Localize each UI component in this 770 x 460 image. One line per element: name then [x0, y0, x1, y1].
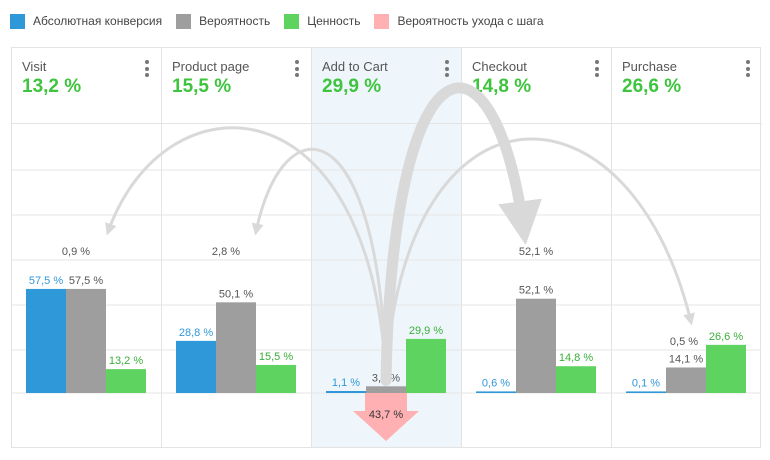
transition-arrow-to-checkout — [380, 82, 542, 386]
bar-label: 28,8 % — [179, 327, 213, 339]
step-value: 13,2 % — [22, 76, 82, 97]
transition-origin-dot — [381, 375, 391, 386]
bar-label: 29,9 % — [409, 325, 443, 337]
more-options-icon[interactable] — [445, 60, 449, 77]
legend-item-absolute-conversion[interactable]: Абсолютная конверсия — [10, 13, 163, 29]
bar-label: 50,1 % — [219, 288, 253, 300]
legend-swatch — [374, 13, 390, 29]
bar-label: 15,5 % — [259, 351, 293, 363]
step-value: 29,9 % — [322, 76, 382, 97]
legend: Абсолютная конверсия Вероятность Ценност… — [10, 12, 558, 30]
bar-checkout-series-2 — [556, 366, 596, 393]
bar-add-to-cart-series-1 — [366, 386, 406, 393]
legend-swatch — [284, 13, 300, 29]
bar-label: 13,2 % — [109, 355, 143, 367]
transition-label-visit: 0,9 % — [62, 246, 90, 258]
step-column-purchase: Purchase 26,6 % — [612, 48, 762, 447]
bar-purchase-series-1 — [666, 367, 706, 393]
step-value: 26,6 % — [622, 76, 682, 97]
bar-add-to-cart-series-0 — [326, 391, 366, 393]
legend-swatch — [176, 13, 192, 29]
legend-item-probability[interactable]: Вероятность — [176, 13, 271, 29]
bar-label: 14,1 % — [669, 353, 703, 365]
bar-label: 57,5 % — [69, 275, 103, 287]
bar-label: 1,1 % — [332, 377, 360, 389]
bar-label: 26,6 % — [709, 331, 743, 343]
more-options-icon[interactable] — [145, 60, 149, 77]
legend-item-dropoff-probability[interactable]: Вероятность ухода с шага — [374, 13, 544, 29]
step-column-checkout: Checkout 14,8 % — [462, 48, 612, 447]
step-header: Visit 13,2 % — [12, 48, 161, 124]
bar-visit-series-1 — [66, 288, 106, 393]
step-title: Checkout — [472, 59, 527, 74]
step-title: Product page — [172, 59, 250, 74]
legend-label: Вероятность — [199, 14, 271, 28]
more-options-icon[interactable] — [746, 60, 750, 77]
transition-label-purchase: 0,5 % — [670, 336, 698, 348]
bar-visit-series-2 — [106, 369, 146, 393]
bar-add-to-cart-series-2 — [406, 338, 446, 393]
bar-label: 0,6 % — [482, 377, 510, 389]
bar-checkout-series-0 — [476, 391, 516, 393]
step-title: Visit — [22, 59, 47, 74]
legend-swatch — [10, 13, 25, 29]
bar-purchase-series-2 — [706, 344, 746, 393]
transition-arrow-to-product-page — [251, 147, 388, 382]
transition-label-product-page: 2,8 % — [212, 246, 240, 258]
transition-label-checkout: 52,1 % — [519, 246, 553, 258]
bar-product-page-series-0 — [176, 340, 216, 393]
bar-label: 57,5 % — [29, 275, 63, 287]
step-value: 15,5 % — [172, 76, 232, 97]
transition-arrow-to-visit — [105, 126, 388, 382]
transition-arrow-to-purchase — [384, 137, 695, 382]
step-header: Product page 15,5 % — [162, 48, 311, 124]
legend-label: Вероятность ухода с шага — [397, 14, 544, 28]
legend-label: Ценность — [307, 14, 361, 28]
bar-product-page-series-2 — [256, 364, 296, 393]
dropoff-label: 43,7 % — [369, 409, 403, 421]
step-title: Add to Cart — [322, 59, 388, 74]
step-column-product-page: Product page 15,5 % — [162, 48, 312, 447]
more-options-icon[interactable] — [295, 60, 299, 77]
more-options-icon[interactable] — [595, 60, 599, 77]
bar-product-page-series-1 — [216, 302, 256, 393]
bar-visit-series-0 — [26, 288, 66, 393]
step-header: Purchase 26,6 % — [612, 48, 762, 124]
step-value: 14,8 % — [472, 76, 532, 97]
bar-label: 0,1 % — [632, 377, 660, 389]
step-header: Checkout 14,8 % — [462, 48, 611, 124]
step-column-visit: Visit 13,2 % — [12, 48, 162, 447]
bar-checkout-series-1 — [516, 298, 556, 393]
step-title: Purchase — [622, 59, 677, 74]
bar-label: 52,1 % — [519, 285, 553, 297]
dropoff-arrow — [353, 393, 419, 441]
step-header: Add to Cart 29,9 % — [312, 48, 461, 124]
bar-purchase-series-0 — [626, 391, 666, 393]
legend-item-value[interactable]: Ценность — [284, 13, 361, 29]
legend-label: Абсолютная конверсия — [33, 14, 163, 28]
bar-label: 14,8 % — [559, 352, 593, 364]
